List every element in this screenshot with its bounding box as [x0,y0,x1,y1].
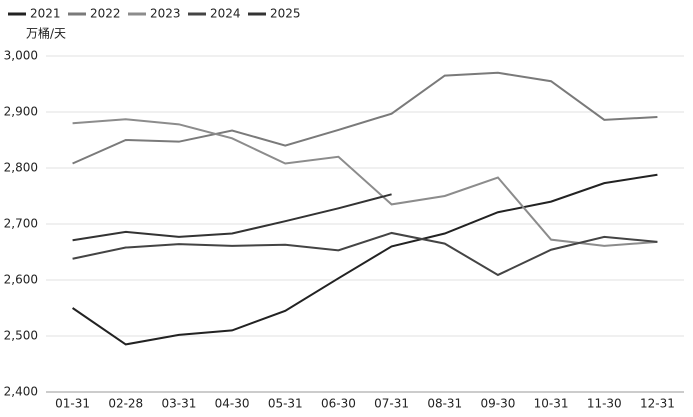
x-tick-label: 02-28 [108,397,143,411]
y-tick-label: 2,900 [4,105,38,119]
x-tick-label: 08-31 [427,397,462,411]
series-line [72,193,392,242]
legend-label: 2022 [90,7,121,21]
x-tick-label: 09-30 [480,397,515,411]
x-tick-label: 06-30 [321,397,356,411]
series-line [72,118,658,247]
x-tick-label: 07-31 [374,397,409,411]
legend-label: 2024 [210,7,241,21]
series-line [72,173,658,346]
y-tick-label: 2,400 [4,385,38,399]
series-line [72,71,658,165]
x-tick-label: 03-31 [161,397,196,411]
y-tick-label: 3,000 [4,49,38,63]
y-tick-label: 2,800 [4,161,38,175]
y-axis-label: 万桶/天 [26,26,66,41]
legend-label: 2021 [30,7,61,21]
y-tick-label: 2,700 [4,217,38,231]
x-tick-label: 05-31 [268,397,303,411]
x-tick-label: 04-30 [215,397,250,411]
y-tick-label: 2,500 [4,329,38,343]
x-tick-label: 11-30 [587,397,622,411]
x-tick-label: 01-31 [55,397,90,411]
legend-label: 2025 [270,7,301,21]
x-tick-label: 10-31 [534,397,569,411]
legend-label: 2023 [150,7,181,21]
x-tick-label: 12-31 [640,397,675,411]
series-line [72,231,658,277]
y-tick-label: 2,600 [4,273,38,287]
